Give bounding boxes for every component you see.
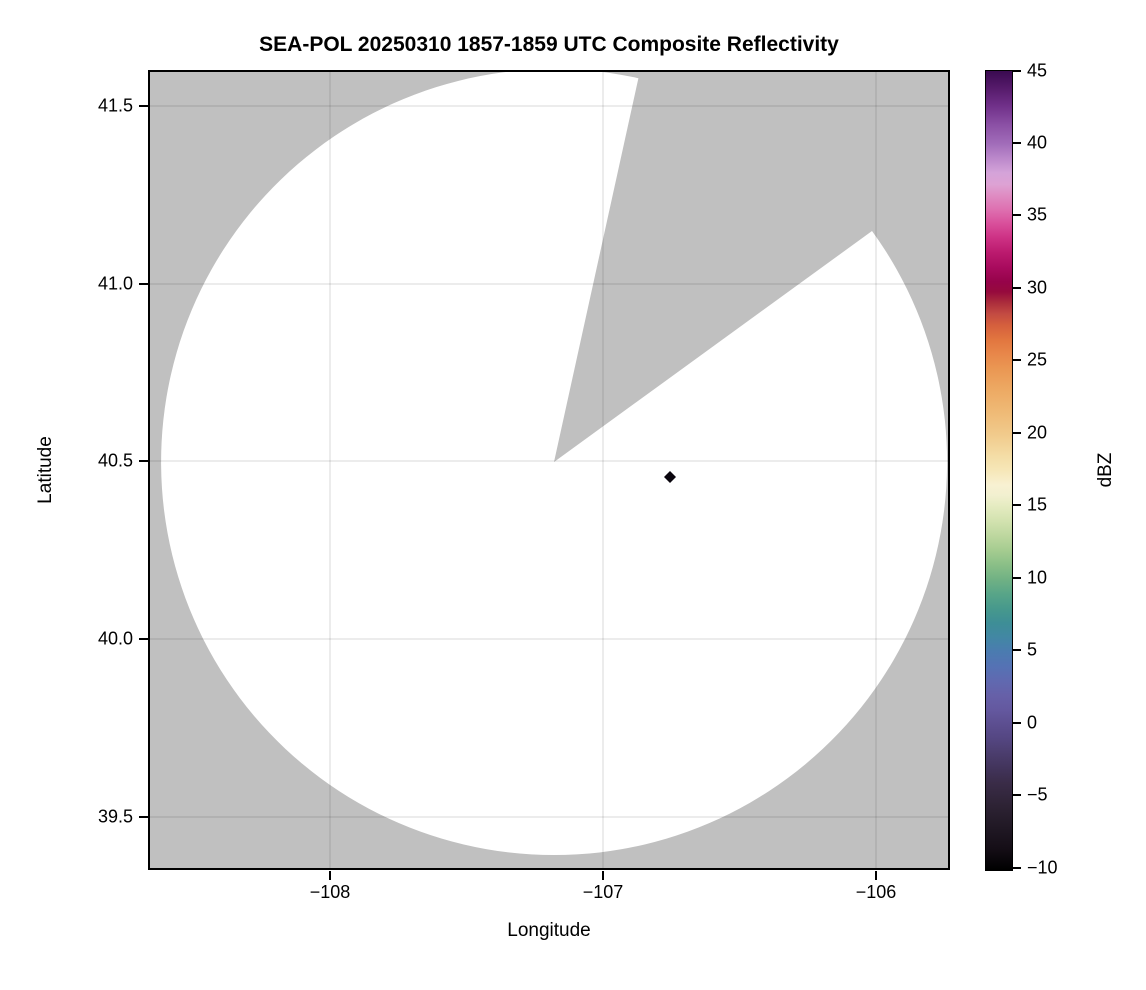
cbar-label-15: 15 [1027, 494, 1048, 515]
x-tick-mark--108 [329, 871, 331, 880]
plot-area [148, 70, 950, 870]
colorbar-axis-label: dBZ [1095, 452, 1116, 488]
cbar-label-10: 10 [1027, 567, 1048, 588]
y-tick-mark-40.0 [139, 638, 148, 640]
x-tick-mark--106 [875, 871, 877, 880]
cbar-label-5: 5 [1027, 639, 1038, 660]
cbar-tick-5 [1013, 649, 1021, 651]
y-tick-mark-41.5 [139, 105, 148, 107]
cbar-tick-30 [1013, 287, 1021, 289]
cbar-tick--10 [1013, 867, 1021, 869]
y-tick-label-40.5: 40.5 [97, 450, 133, 471]
colorbar-gradient [985, 70, 1013, 871]
cbar-label--5: −5 [1027, 784, 1048, 805]
x-tick-label--107: −107 [582, 882, 624, 902]
cbar-label-30: 30 [1027, 277, 1048, 298]
y-tick-label-41.0: 41.0 [97, 273, 133, 294]
y-tick-label-41.5: 41.5 [97, 95, 133, 116]
cbar-tick-15 [1013, 504, 1021, 506]
cbar-label-0: 0 [1027, 712, 1038, 733]
cbar-label-45: 45 [1027, 60, 1048, 81]
cbar-tick-35 [1013, 214, 1021, 216]
cbar-tick-40 [1013, 142, 1021, 144]
cbar-tick-20 [1013, 432, 1021, 434]
chart-title: SEA-POL 20250310 1857-1859 UTC Composite… [259, 33, 839, 56]
cbar-label--10: −10 [1027, 857, 1058, 878]
cbar-tick-0 [1013, 722, 1021, 724]
cbar-tick--5 [1013, 794, 1021, 796]
x-tick-mark--107 [602, 871, 604, 880]
x-tick-label--106: −106 [855, 882, 897, 902]
y-tick-mark-40.5 [139, 460, 148, 462]
cbar-tick-45 [1013, 70, 1021, 72]
plot-frame [148, 70, 950, 870]
y-tick-mark-41.0 [139, 283, 148, 285]
cbar-tick-10 [1013, 577, 1021, 579]
y-tick-label-39.5: 39.5 [97, 806, 133, 827]
cbar-label-25: 25 [1027, 349, 1048, 370]
radar-coverage-area [161, 70, 948, 856]
echo-marker [664, 471, 676, 483]
y-axis-label: Latitude [35, 436, 56, 504]
cbar-tick-25 [1013, 359, 1021, 361]
y-tick-label-40.0: 40.0 [97, 628, 133, 649]
cbar-label-35: 35 [1027, 204, 1048, 225]
x-axis-label: Longitude [507, 920, 591, 941]
gridlines [148, 70, 950, 870]
cbar-label-40: 40 [1027, 132, 1048, 153]
x-tick-label--108: −108 [309, 882, 351, 902]
cbar-label-20: 20 [1027, 422, 1048, 443]
y-tick-mark-39.5 [139, 816, 148, 818]
